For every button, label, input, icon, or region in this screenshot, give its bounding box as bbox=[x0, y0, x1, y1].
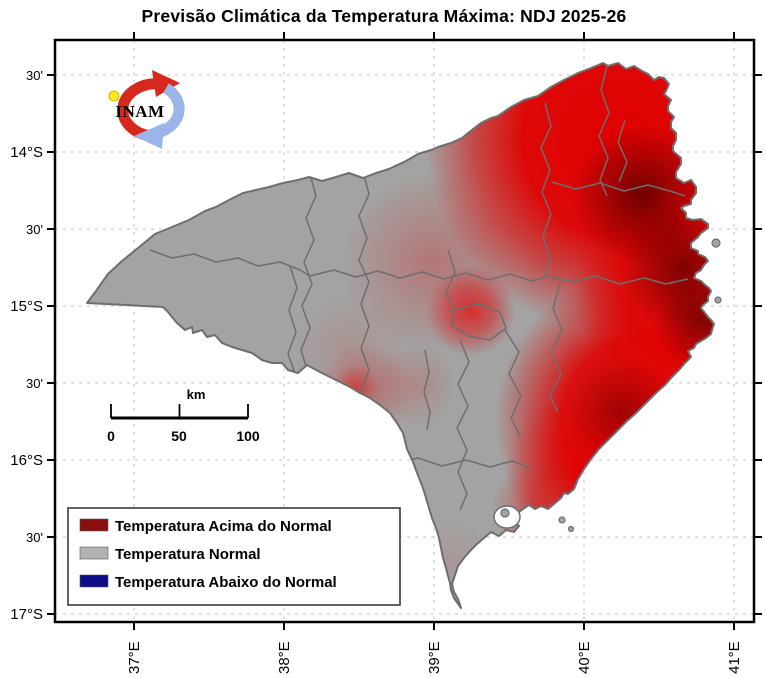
red-cycle-arrow-icon bbox=[117, 78, 161, 142]
scalebar-tick-50: 50 bbox=[171, 428, 187, 444]
legend-label-normal: Temperatura Normal bbox=[115, 546, 261, 563]
y-tick-label: 17°S bbox=[10, 606, 43, 623]
legend-swatch-below-normal bbox=[79, 574, 109, 588]
legend-item-normal: Temperatura Normal bbox=[79, 546, 261, 563]
y-tick-label: 15°S bbox=[10, 298, 43, 315]
y-tick-label: 30' bbox=[26, 68, 43, 83]
y-tick-label: 30' bbox=[26, 376, 43, 391]
island bbox=[558, 516, 566, 524]
island bbox=[714, 296, 722, 304]
legend-swatch-normal bbox=[79, 546, 109, 560]
inam-logo: INAM bbox=[108, 70, 185, 149]
island bbox=[567, 525, 575, 533]
axis-ticks bbox=[47, 32, 762, 630]
legend-label-below-normal: Temperatura Abaixo do Normal bbox=[115, 574, 337, 591]
sun-icon bbox=[108, 90, 120, 102]
x-tick-label: 37°E bbox=[126, 641, 143, 674]
plot-frame bbox=[53, 38, 756, 624]
axis-tick-labels: 37°E 38°E 39°E 40°E 41°E 30' 14°S 30' 15°S 30' 16°… bbox=[10, 68, 743, 674]
legend-box bbox=[67, 507, 401, 606]
scalebar-tick-100: 100 bbox=[236, 428, 260, 444]
legend-swatch-above-normal bbox=[79, 518, 109, 532]
figure-title: Previsão Climática da Temperatura Máxima… bbox=[142, 6, 627, 26]
y-tick-label: 30' bbox=[26, 530, 43, 545]
red-arrowhead-icon bbox=[152, 70, 180, 97]
scalebar-tick-0: 0 bbox=[107, 428, 115, 444]
x-tick-label: 38°E bbox=[276, 641, 293, 674]
y-tick-label: 30' bbox=[26, 222, 43, 237]
x-tick-label: 41°E bbox=[726, 641, 743, 674]
logo-text: INAM bbox=[115, 102, 164, 121]
y-tick-label: 14°S bbox=[10, 144, 43, 161]
legend-item-above-normal: Temperatura Acima do Normal bbox=[79, 518, 332, 535]
y-tick-label: 16°S bbox=[10, 452, 43, 469]
legend-label-above-normal: Temperatura Acima do Normal bbox=[115, 518, 332, 535]
legend-item-below-normal: Temperatura Abaixo do Normal bbox=[79, 574, 337, 591]
x-tick-label: 39°E bbox=[426, 641, 443, 674]
island bbox=[711, 238, 721, 248]
scalebar-unit: km bbox=[187, 387, 206, 402]
island bbox=[500, 508, 510, 518]
legend: Temperatura Acima do Normal Temperatura … bbox=[67, 507, 401, 606]
scale-bar: 0 50 100 km bbox=[107, 387, 260, 444]
blue-arrowhead-icon bbox=[134, 123, 164, 149]
x-tick-label: 40°E bbox=[576, 641, 593, 674]
